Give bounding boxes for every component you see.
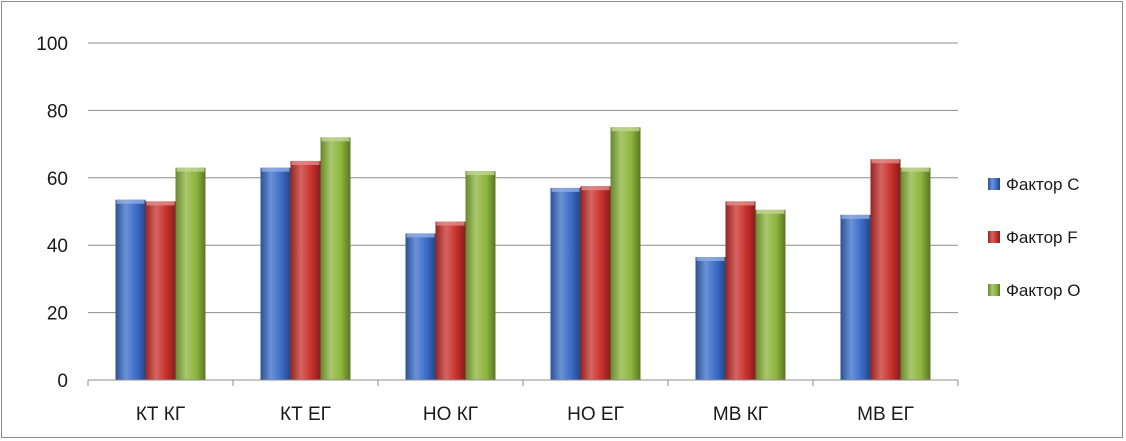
- x-category-label: МВ ЕГ: [857, 404, 914, 425]
- bar: [175, 167, 206, 380]
- x-category-label: МВ КГ: [713, 404, 768, 425]
- y-tick-label: 60: [47, 169, 68, 190]
- y-tick-label: 20: [47, 304, 68, 325]
- bar-cap: [436, 221, 465, 226]
- legend: Фактор C Фактор F Фактор O: [988, 175, 1080, 300]
- y-tick-label: 0: [57, 371, 68, 392]
- y-tick-label: 80: [47, 101, 68, 122]
- bar: [290, 160, 321, 380]
- x-axis-categories: КТ КГ КТ ЕГ НО КГ НО ЕГ МВ КГ МВ ЕГ: [136, 404, 914, 425]
- bar: [610, 127, 641, 380]
- bars: [115, 127, 931, 380]
- x-category-label: НО КГ: [423, 404, 478, 425]
- y-tick-label: 100: [36, 34, 68, 55]
- legend-swatch: [988, 231, 1000, 243]
- bar-cap: [321, 137, 350, 142]
- bar: [550, 187, 581, 380]
- bar-cap: [841, 214, 870, 219]
- x-category-label: НО ЕГ: [567, 404, 624, 425]
- bar-cap: [466, 171, 495, 176]
- bar-cap: [756, 209, 785, 214]
- bar-cap: [261, 167, 290, 172]
- bar: [695, 256, 726, 380]
- bar: [435, 221, 466, 380]
- bar-cap: [726, 201, 755, 206]
- bar: [405, 233, 436, 380]
- bar-cap: [581, 186, 610, 191]
- bar-cap: [901, 167, 930, 172]
- bar-cap: [146, 201, 175, 206]
- x-axis: [87, 379, 959, 386]
- legend-swatch: [988, 284, 1000, 296]
- x-category-label: КТ КГ: [136, 404, 185, 425]
- x-category-label: КТ ЕГ: [280, 404, 331, 425]
- bar-cap: [176, 167, 205, 172]
- legend-label: Фактор F: [1006, 228, 1078, 247]
- bar-cap: [696, 256, 725, 261]
- bar-cap: [611, 127, 640, 132]
- bar-cap: [551, 187, 580, 192]
- bar: [145, 201, 176, 380]
- bar-cap: [871, 159, 900, 164]
- bar: [465, 171, 496, 380]
- gridlines: [88, 42, 958, 314]
- bar: [320, 137, 351, 380]
- y-axis-ticks: 0 20 40 60 80 100: [36, 34, 68, 392]
- legend-label: Фактор O: [1006, 281, 1080, 300]
- bar: [580, 186, 611, 380]
- bar: [260, 167, 291, 380]
- bar-cap: [291, 160, 320, 165]
- legend-swatch: [988, 178, 1000, 190]
- bar-cap: [116, 199, 145, 204]
- bar: [755, 209, 786, 380]
- bar: [840, 214, 871, 380]
- bar: [725, 201, 756, 380]
- legend-label: Фактор C: [1006, 175, 1080, 194]
- y-tick-label: 40: [47, 236, 68, 257]
- bar: [115, 199, 146, 380]
- bar-cap: [406, 233, 435, 238]
- bar: [870, 159, 901, 380]
- bar: [900, 167, 931, 380]
